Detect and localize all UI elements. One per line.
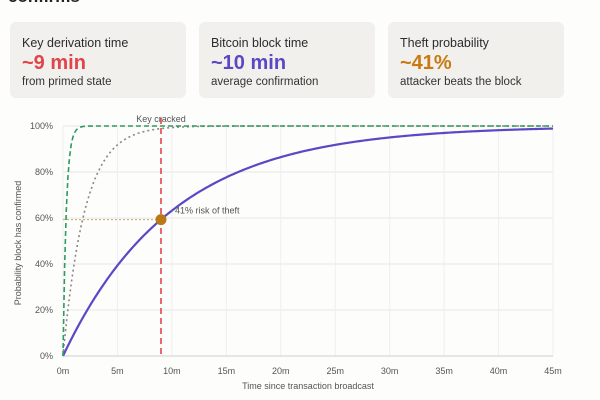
card-value: ~9 min <box>22 52 86 74</box>
card-value: ~10 min <box>211 52 287 74</box>
y-axis-label: Probability block has confirmed <box>13 181 23 306</box>
page-heading: confirms <box>8 0 80 7</box>
x-tick-label: 30m <box>381 366 399 376</box>
y-tick-label: 20% <box>35 305 53 315</box>
theft-risk-label: 41% risk of theft <box>175 206 240 216</box>
x-tick-label: 15m <box>218 366 236 376</box>
key-derivation-card: Key derivation time ~9 min from primed s… <box>10 22 186 98</box>
series-line <box>62 125 553 357</box>
card-title: Theft probability <box>400 36 489 50</box>
y-tick-label: 60% <box>35 213 53 223</box>
card-subtitle: attacker beats the block <box>400 76 522 88</box>
y-tick-label: 100% <box>30 121 53 131</box>
card-subtitle: from primed state <box>22 76 112 88</box>
x-tick-label: 0m <box>57 366 70 376</box>
series-line <box>62 127 554 357</box>
theft-risk-point <box>155 214 167 226</box>
card-title: Bitcoin block time <box>211 36 309 50</box>
series-line <box>62 125 553 357</box>
y-tick-label: 0% <box>40 351 53 361</box>
x-tick-label: 5m <box>111 366 124 376</box>
y-tick-label: 80% <box>35 167 53 177</box>
x-tick-label: 35m <box>435 366 453 376</box>
card-title: Key derivation time <box>22 36 129 50</box>
theft-probability-card: Theft probability ~41% attacker beats th… <box>388 22 564 98</box>
x-tick-label: 40m <box>490 366 508 376</box>
card-value: ~41% <box>400 52 452 74</box>
card-subtitle: average confirmation <box>211 76 319 88</box>
y-tick-label: 40% <box>35 259 53 269</box>
x-tick-label: 10m <box>163 366 181 376</box>
x-tick-label: 45m <box>544 366 562 376</box>
x-tick-label: 25m <box>326 366 344 376</box>
key-cracked-label: Key cracked <box>136 114 186 124</box>
x-tick-label: 20m <box>272 366 290 376</box>
confirmation-probability-chart: 0% 20% 40% 60% 80% 100% 0m 5m 10m 15m 20m 25m 30m 35m… <box>13 114 562 391</box>
x-axis-label: Time since transaction broadcast <box>242 381 374 391</box>
block-time-card: Bitcoin block time ~10 min average confi… <box>199 22 375 98</box>
